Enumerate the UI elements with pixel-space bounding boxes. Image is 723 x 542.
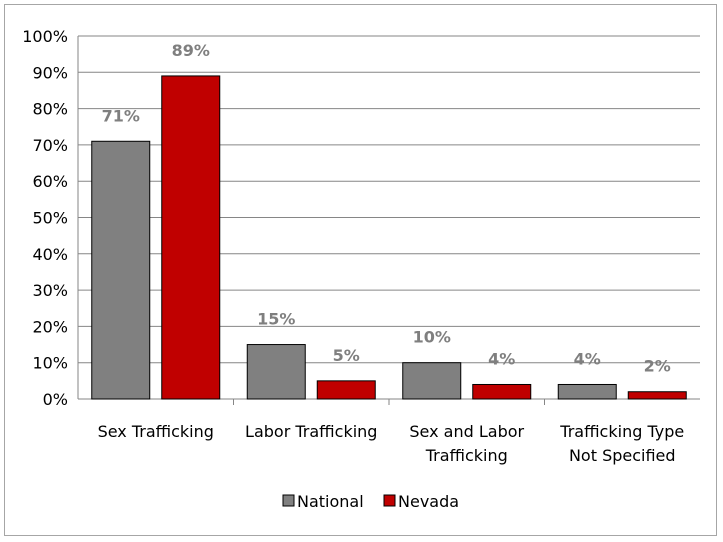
bar-nevada	[316, 380, 376, 400]
y-tick-label: 40%	[32, 245, 68, 264]
bar-national	[246, 344, 306, 400]
y-tick-label: 100%	[22, 27, 68, 46]
data-label: 5%	[333, 346, 360, 365]
y-tick-label: 70%	[32, 136, 68, 155]
legend-swatch-national	[282, 494, 295, 507]
bar-national	[91, 140, 151, 400]
y-tick-label: 90%	[32, 63, 68, 82]
data-label: 4%	[488, 349, 515, 368]
y-tick-label: 20%	[32, 317, 68, 336]
category-label: Sex Trafficking	[98, 422, 214, 441]
y-tick-label: 80%	[32, 100, 68, 119]
category-label: Sex and Labor	[409, 422, 524, 441]
data-label: 4%	[574, 349, 601, 368]
bar-nevada	[472, 383, 532, 400]
category-label: Trafficking	[425, 446, 508, 465]
category-label: Not Specified	[569, 446, 676, 465]
y-tick-label: 50%	[32, 209, 68, 228]
legend-label-national: National	[297, 492, 364, 511]
bar-national	[557, 383, 617, 400]
bar-nevada	[161, 75, 221, 400]
data-label: 71%	[102, 106, 140, 125]
bar-national	[402, 362, 462, 400]
category-label: Trafficking Type	[559, 422, 684, 441]
data-label: 89%	[172, 41, 210, 60]
data-label: 2%	[644, 357, 671, 376]
category-label: Labor Trafficking	[245, 422, 377, 441]
bar-nevada	[627, 391, 687, 400]
y-tick-label: 60%	[32, 172, 68, 191]
legend-swatch-nevada	[383, 494, 396, 507]
y-tick-label: 10%	[32, 354, 68, 373]
y-tick-label: 0%	[43, 390, 68, 409]
legend-label-nevada: Nevada	[398, 492, 459, 511]
data-label: 10%	[413, 328, 451, 347]
data-label: 15%	[257, 310, 295, 329]
y-tick-label: 30%	[32, 281, 68, 300]
